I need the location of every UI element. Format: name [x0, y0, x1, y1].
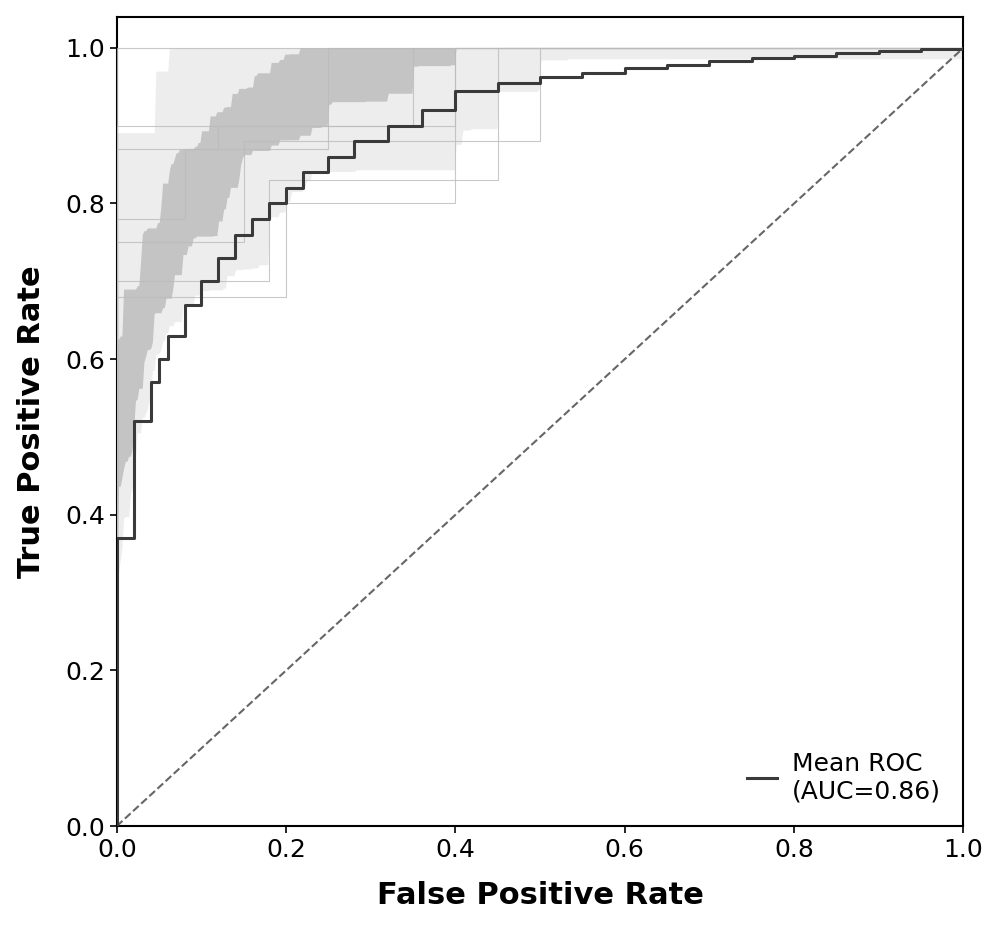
Legend: Mean ROC
(AUC=0.86): Mean ROC (AUC=0.86) — [737, 742, 951, 814]
X-axis label: False Positive Rate: False Positive Rate — [377, 882, 704, 910]
Y-axis label: True Positive Rate: True Positive Rate — [17, 265, 46, 578]
